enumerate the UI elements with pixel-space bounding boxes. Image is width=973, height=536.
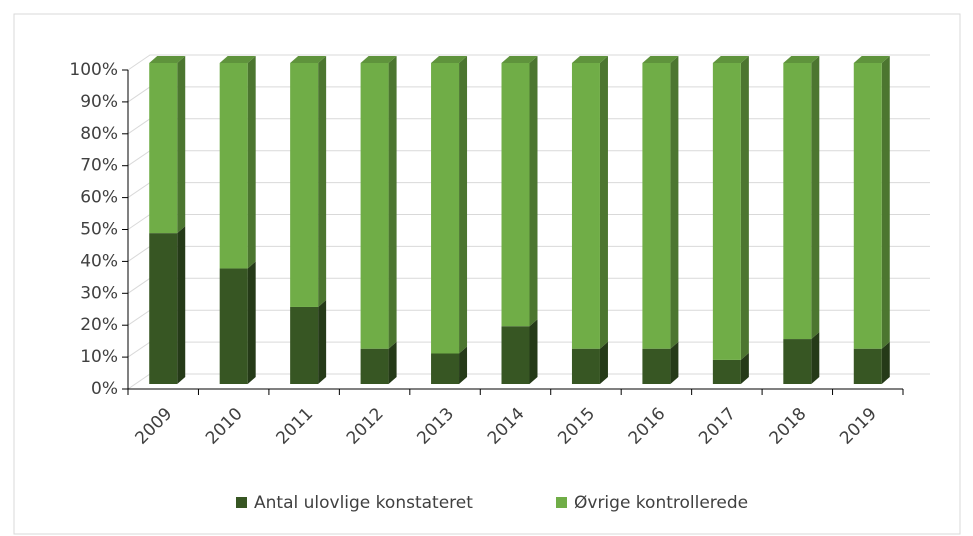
y-tick-label: 60% — [80, 188, 118, 208]
bar-face — [431, 63, 460, 354]
bar-face — [290, 63, 319, 307]
legend-label: Øvrige kontrollerede — [574, 493, 748, 513]
y-tick-label: 30% — [80, 283, 118, 303]
y-tick-label: 80% — [80, 124, 118, 144]
bar-face — [501, 56, 538, 63]
bar — [642, 56, 679, 349]
y-tick-label: 100% — [69, 60, 118, 80]
bar-face — [247, 56, 256, 269]
bar-face — [529, 56, 538, 327]
y-tick-label: 10% — [80, 347, 118, 367]
bar-face — [360, 63, 389, 349]
bar — [290, 56, 327, 307]
bar — [712, 56, 749, 360]
bar-face — [149, 63, 178, 234]
bar — [360, 56, 397, 349]
bar — [571, 341, 608, 384]
bar-face — [783, 56, 820, 63]
bar — [219, 56, 256, 269]
grid-line — [127, 54, 930, 71]
bar-face — [318, 56, 327, 307]
bar-face — [247, 261, 256, 384]
bar-face — [599, 56, 608, 349]
bar — [149, 226, 186, 384]
bar-face — [811, 56, 820, 340]
bar — [431, 346, 468, 384]
bar — [712, 352, 749, 384]
bar-face — [431, 353, 460, 384]
bar-face — [881, 56, 890, 349]
bar — [360, 341, 397, 384]
bar — [219, 261, 256, 384]
bar-face — [219, 268, 248, 384]
bar-face — [149, 233, 178, 384]
bar-face — [501, 326, 530, 384]
bar-face — [571, 56, 608, 63]
bar-face — [219, 63, 248, 269]
bar — [642, 341, 679, 384]
bar-face — [853, 348, 882, 384]
bar-face — [388, 56, 397, 349]
bar-face — [431, 56, 468, 63]
bar — [149, 56, 186, 234]
bar-face — [853, 63, 882, 349]
bar-face — [712, 63, 741, 360]
legend-label: Antal ulovlige konstateret — [254, 493, 473, 513]
bar — [501, 56, 538, 327]
bar-face — [459, 56, 468, 354]
bar-face — [783, 63, 812, 340]
bar-face — [881, 341, 890, 384]
bar-face — [177, 56, 186, 234]
y-tick-label: 20% — [80, 315, 118, 335]
bar — [783, 56, 820, 340]
bar-face — [642, 63, 671, 349]
bar-face — [219, 56, 256, 63]
bar — [571, 56, 608, 349]
bar-face — [459, 346, 468, 384]
legend-swatch — [556, 497, 567, 508]
bar-face — [712, 56, 749, 63]
y-tick-label: 70% — [80, 156, 118, 176]
y-tick-label: 0% — [91, 379, 118, 399]
y-tick-label: 90% — [80, 92, 118, 112]
bar-face — [642, 56, 679, 63]
bar — [501, 319, 538, 384]
bar-face — [853, 56, 890, 63]
bar — [783, 332, 820, 384]
bar-face — [290, 306, 319, 384]
y-tick-label: 40% — [80, 251, 118, 271]
bar-face — [670, 56, 679, 349]
bar-face — [318, 299, 327, 384]
bar — [431, 56, 468, 354]
bar — [853, 341, 890, 384]
bar-face — [740, 352, 749, 384]
bar-face — [360, 348, 389, 384]
bar-face — [388, 341, 397, 384]
bar-face — [177, 226, 186, 384]
bar-face — [571, 63, 600, 349]
bar — [290, 299, 327, 384]
bar-face — [290, 56, 327, 63]
y-tick-label: 50% — [80, 220, 118, 240]
bar-face — [670, 341, 679, 384]
bar-face — [529, 319, 538, 384]
bar-face — [599, 341, 608, 384]
bar-face — [360, 56, 397, 63]
bar-face — [642, 348, 671, 384]
bar-face — [783, 339, 812, 384]
legend-swatch — [236, 497, 247, 508]
bar — [853, 56, 890, 349]
bar-face — [811, 332, 820, 384]
bar-face — [740, 56, 749, 360]
bar-face — [149, 56, 186, 63]
bar-face — [712, 359, 741, 384]
bar-face — [501, 63, 530, 327]
bar-face — [571, 348, 600, 384]
